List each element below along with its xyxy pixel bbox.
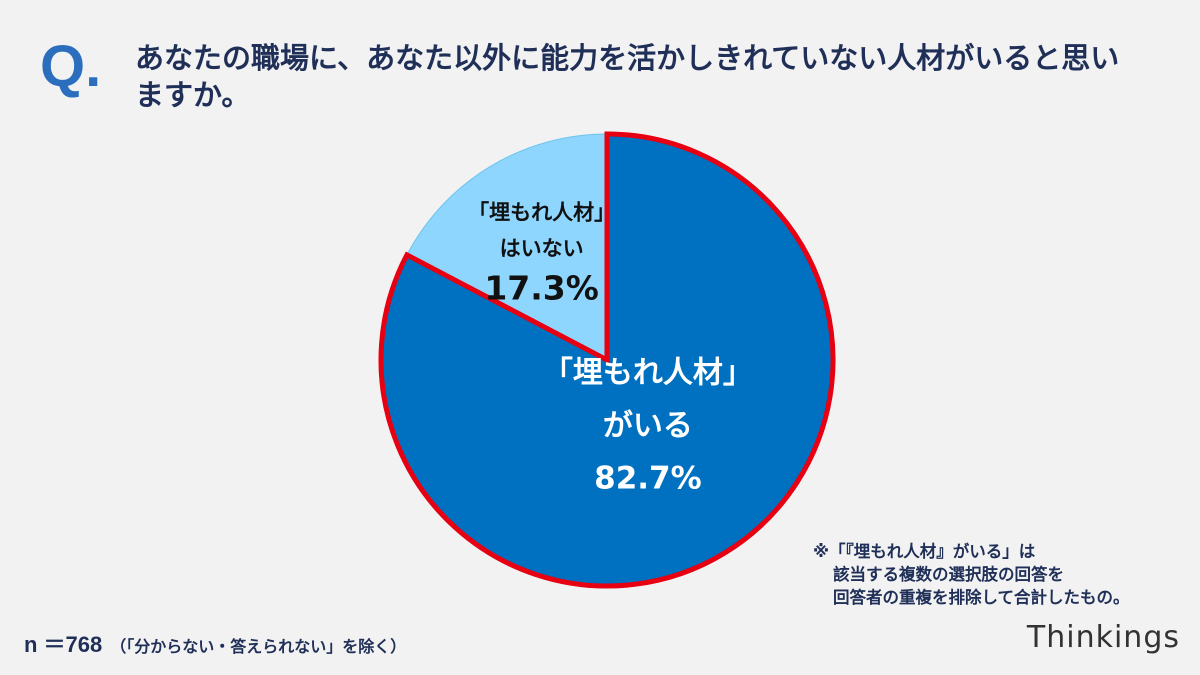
slice-1-label-line-1: 「埋もれ人材」 xyxy=(543,356,753,391)
footnote-line-1: ※「『埋もれ人材』がいる」は xyxy=(813,542,1036,561)
slice-2-label-line-1: 「埋もれ人材」 xyxy=(468,201,615,225)
pie-slice-2 xyxy=(406,133,608,361)
sample-info: n ＝768 （「分からない・答えられない」を除く） xyxy=(24,627,406,659)
slice-2-label-line-2: はいない xyxy=(500,237,584,261)
footnote-line-2: 該当する複数の選択肢の回答を xyxy=(833,564,1064,584)
slice-1-value-label: 82.7% xyxy=(594,461,702,497)
question-text: あなたの職場に、あなた以外に能力を活かしきれていない人材がいると思いますか。 xyxy=(135,41,1120,113)
brand-logo: Thinkings xyxy=(1026,620,1180,655)
slice-2-value-label: 17.3% xyxy=(484,269,599,308)
slice-1-label-line-2: がいる xyxy=(603,409,693,444)
sample-size: n ＝768 xyxy=(24,632,103,657)
sample-exclusion: （「分からない・答えられない」を除く） xyxy=(110,637,407,656)
footnote: ※「『埋もれ人材』がいる」は 該当する複数の選択肢の回答を 回答者の重複を排除し… xyxy=(813,541,1130,609)
question-mark-q: Q. xyxy=(40,34,102,99)
footnote-line-3: 回答者の重複を排除して合計したもの。 xyxy=(833,587,1130,607)
pie-slice-1 xyxy=(378,131,836,589)
